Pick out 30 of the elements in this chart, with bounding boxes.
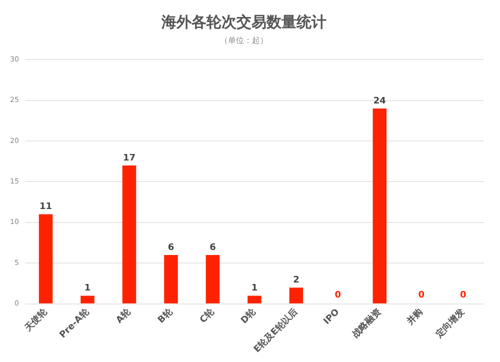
data-label: 0 <box>418 290 425 301</box>
x-tick-label: 天使轮 <box>22 306 50 334</box>
bar <box>289 288 304 304</box>
bar <box>372 108 387 304</box>
data-label: 2 <box>293 275 300 286</box>
x-tick-label: B轮 <box>156 306 176 326</box>
data-label: 24 <box>373 96 386 106</box>
data-label: 1 <box>251 284 258 294</box>
x-tick-label: A轮 <box>114 306 134 326</box>
bar <box>248 296 262 304</box>
bar <box>80 296 94 304</box>
data-label: 0 <box>460 290 466 301</box>
bar <box>122 165 136 304</box>
bar <box>206 255 220 304</box>
data-label: 6 <box>168 242 174 253</box>
data-label: 6 <box>210 242 216 253</box>
data-label: 11 <box>40 202 52 212</box>
x-tick-label: 定向增发 <box>432 306 467 341</box>
chart-subtitle: （单位：起） <box>220 36 268 45</box>
data-label: 1 <box>84 284 91 294</box>
x-tick-label: C轮 <box>198 306 218 326</box>
chart-title: 海外各轮次交易数量统计 <box>160 12 326 31</box>
data-label: 0 <box>334 290 342 301</box>
data-label: 17 <box>122 153 136 164</box>
x-tick-label: D轮 <box>238 306 259 326</box>
x-tick-label: 战略融资 <box>350 306 384 340</box>
x-tick-label: IPO <box>322 307 342 327</box>
bar <box>38 214 53 304</box>
x-tick-label: 并购 <box>404 306 426 328</box>
bar <box>164 255 178 304</box>
